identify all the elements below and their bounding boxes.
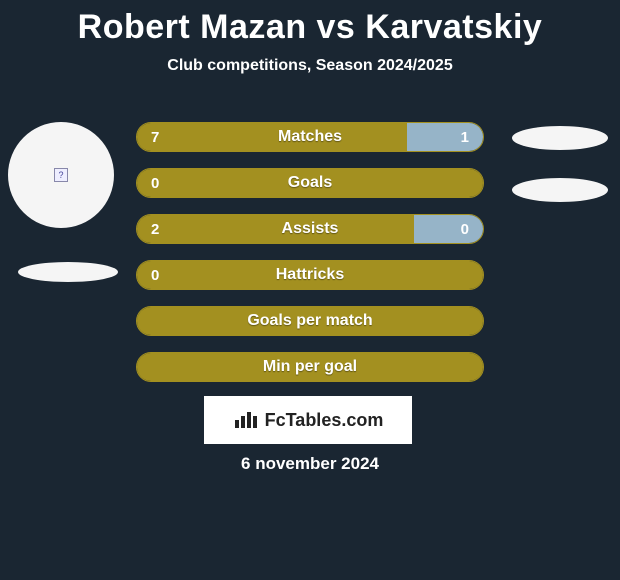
bar-chart-icon (233, 410, 259, 430)
stat-bar-left-fill (137, 123, 407, 151)
branding-text: FcTables.com (265, 410, 384, 431)
player-right-shadow (512, 178, 608, 202)
stat-bar: Goals per match (136, 306, 484, 336)
branding-badge: FcTables.com (204, 396, 412, 444)
stat-value-left: 0 (151, 169, 159, 197)
stat-bar: 71Matches (136, 122, 484, 152)
stat-value-left: 0 (151, 261, 159, 289)
stat-bar-right-fill (407, 123, 483, 151)
player-right-avatar (512, 126, 608, 150)
stat-bar-left-fill (137, 169, 483, 197)
stat-bar-left-fill (137, 215, 414, 243)
stat-bar-left-fill (137, 307, 483, 335)
stat-bar: 0Goals (136, 168, 484, 198)
stat-bar: 20Assists (136, 214, 484, 244)
stat-value-right: 1 (461, 123, 469, 151)
stat-value-left: 2 (151, 215, 159, 243)
stat-bar-left-fill (137, 353, 483, 381)
stat-value-left: 7 (151, 123, 159, 151)
page-title: Robert Mazan vs Karvatskiy (0, 0, 620, 47)
placeholder-image-icon: ? (54, 168, 68, 182)
stat-bar-left-fill (137, 261, 483, 289)
stats-bars: 71Matches0Goals20Assists0HattricksGoals … (136, 122, 484, 398)
player-left-avatar: ? (8, 122, 114, 228)
page-subtitle: Club competitions, Season 2024/2025 (0, 57, 620, 75)
date-label: 6 november 2024 (0, 454, 620, 474)
stat-value-right: 0 (461, 215, 469, 243)
stat-bar: Min per goal (136, 352, 484, 382)
stat-bar-right-fill (414, 215, 483, 243)
player-left-shadow (18, 262, 118, 282)
stat-bar: 0Hattricks (136, 260, 484, 290)
